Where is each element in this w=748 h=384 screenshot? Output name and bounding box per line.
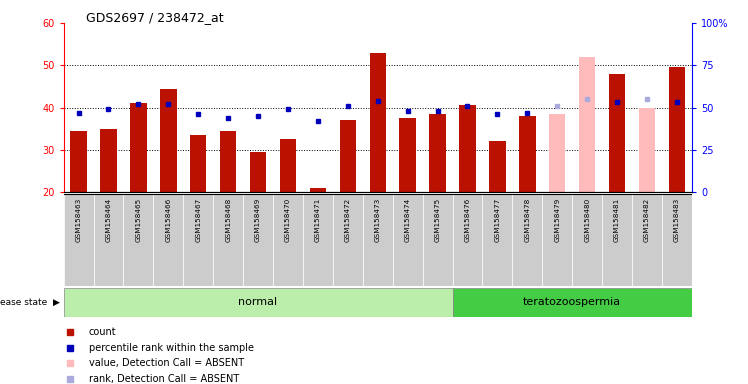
Bar (250, 152, 266, 192)
Bar (280, 139, 296, 192)
Text: count: count (89, 327, 117, 337)
Bar (542, 194, 572, 286)
Bar (453, 194, 482, 286)
Bar (160, 89, 177, 192)
Bar (423, 194, 453, 286)
Bar (549, 114, 565, 192)
Bar (183, 194, 213, 286)
Text: percentile rank within the sample: percentile rank within the sample (89, 343, 254, 353)
Text: normal: normal (239, 297, 278, 308)
Text: GSM158479: GSM158479 (554, 198, 560, 242)
Bar (130, 103, 147, 192)
Bar (370, 53, 386, 192)
Bar (459, 106, 476, 192)
Text: GSM158482: GSM158482 (644, 198, 650, 242)
Bar (519, 116, 536, 192)
Bar (482, 194, 512, 286)
Bar (273, 194, 303, 286)
Bar (639, 108, 655, 192)
Bar (393, 194, 423, 286)
Bar (609, 74, 625, 192)
Text: teratozoospermia: teratozoospermia (523, 297, 622, 308)
Bar (399, 118, 416, 192)
Bar (602, 194, 632, 286)
Bar (190, 135, 206, 192)
Bar (429, 114, 446, 192)
Bar (64, 194, 94, 286)
Text: GSM158468: GSM158468 (225, 198, 231, 242)
Bar (363, 194, 393, 286)
Text: GSM158480: GSM158480 (584, 198, 590, 242)
Text: GSM158463: GSM158463 (76, 198, 82, 242)
Bar (512, 194, 542, 286)
Text: GDS2697 / 238472_at: GDS2697 / 238472_at (86, 12, 224, 25)
Text: GSM158471: GSM158471 (315, 198, 321, 242)
Bar (220, 131, 236, 192)
Text: GSM158464: GSM158464 (105, 198, 111, 242)
Text: GSM158473: GSM158473 (375, 198, 381, 242)
Bar (213, 194, 243, 286)
Bar (64, 288, 453, 317)
Text: GSM158476: GSM158476 (465, 198, 470, 242)
Text: GSM158472: GSM158472 (345, 198, 351, 242)
Text: value, Detection Call = ABSENT: value, Detection Call = ABSENT (89, 358, 244, 368)
Bar (333, 194, 363, 286)
Text: GSM158478: GSM158478 (524, 198, 530, 242)
Text: GSM158477: GSM158477 (494, 198, 500, 242)
Text: GSM158481: GSM158481 (614, 198, 620, 242)
Bar (572, 194, 602, 286)
Text: GSM158470: GSM158470 (285, 198, 291, 242)
Text: GSM158475: GSM158475 (435, 198, 441, 242)
Bar (94, 194, 123, 286)
Text: GSM158474: GSM158474 (405, 198, 411, 242)
Bar (153, 194, 183, 286)
Bar (100, 129, 117, 192)
Bar (579, 57, 595, 192)
Bar (310, 188, 326, 192)
Bar (243, 194, 273, 286)
Bar (303, 194, 333, 286)
Text: GSM158469: GSM158469 (255, 198, 261, 242)
Bar (340, 120, 356, 192)
Text: rank, Detection Call = ABSENT: rank, Detection Call = ABSENT (89, 374, 239, 384)
Bar (669, 68, 685, 192)
Bar (662, 194, 692, 286)
Text: GSM158466: GSM158466 (165, 198, 171, 242)
Text: GSM158483: GSM158483 (674, 198, 680, 242)
Bar (123, 194, 153, 286)
Bar (453, 288, 692, 317)
Text: disease state  ▶: disease state ▶ (0, 298, 60, 307)
Text: GSM158467: GSM158467 (195, 198, 201, 242)
Bar (632, 194, 662, 286)
Text: GSM158465: GSM158465 (135, 198, 141, 242)
Bar (489, 141, 506, 192)
Bar (70, 131, 87, 192)
